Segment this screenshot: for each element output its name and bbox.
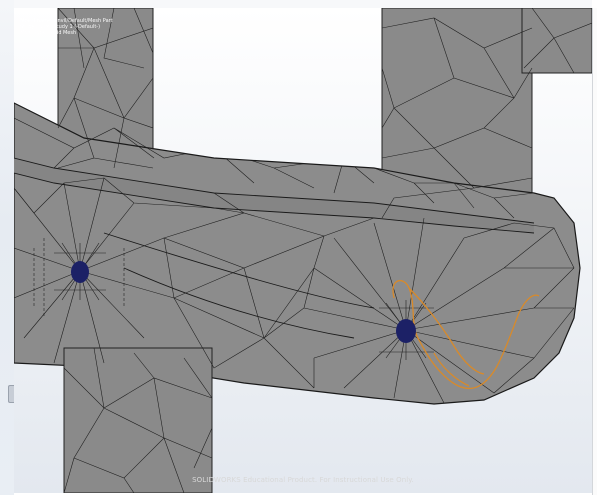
- viewport-info-block: Model name: Anvil/Default/Mesh Part Stud…: [20, 18, 113, 36]
- left-hole: [71, 261, 89, 283]
- model-name-line: Model name: Anvil/Default/Mesh Part: [20, 18, 113, 24]
- left-panel-strip: [0, 0, 15, 495]
- watermark-text: SOLIDWORKS Educational Product. For Inst…: [192, 476, 414, 484]
- mesh-type-line: Mesh type: Solid Mesh: [20, 30, 77, 36]
- study-name-line: Study name: Study 1 (-Default-): [20, 24, 101, 30]
- panel-collapse-handle[interactable]: [8, 385, 15, 403]
- viewport-right-border: [592, 8, 597, 495]
- right-hole: [396, 319, 416, 343]
- mesh-body: [14, 8, 592, 493]
- highlighted-edge: [392, 279, 540, 390]
- graphics-viewport[interactable]: Model name: Anvil/Default/Mesh Part Stud…: [14, 8, 592, 493]
- mesh-model[interactable]: [14, 8, 592, 493]
- groove-lines: [14, 157, 535, 339]
